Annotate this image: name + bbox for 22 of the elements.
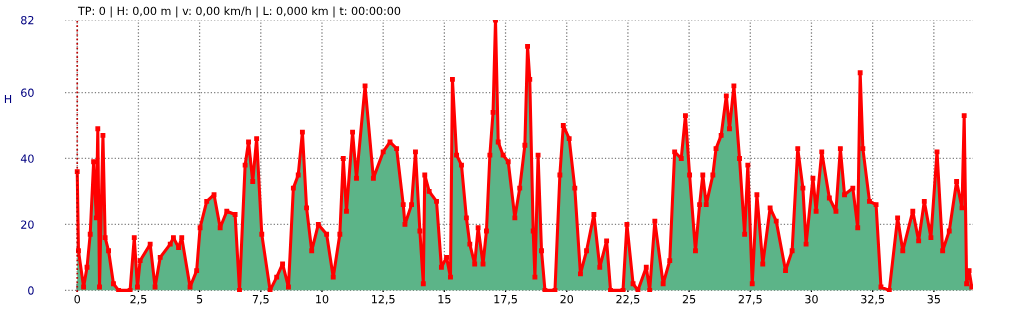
y-tick-label: 0	[28, 286, 34, 295]
x-tick-label: 30	[805, 294, 818, 304]
x-tick-label: 12,5	[372, 294, 395, 305]
x-tick-label: 0	[74, 294, 81, 304]
text: TP: 0 | H: 0,00 m | v: 0,00 km/h | L: 0,000 km | t: 00:00:00	[77, 6, 401, 18]
x-tick-label: 32,5	[861, 294, 885, 305]
x-tick-label: 25	[682, 294, 696, 304]
y-tick-label: 20	[21, 220, 34, 229]
x-tick-label: 15	[438, 295, 451, 304]
y-axis-title: H	[4, 94, 12, 104]
x-tick-label: 22,5	[616, 294, 640, 305]
x-tick-label: 10	[316, 294, 329, 304]
x-tick-label: 17,5	[494, 295, 517, 305]
x-tick-label: 27,5	[738, 294, 762, 305]
x-tick-label: 2,5	[130, 294, 147, 305]
y-tick-label: 60	[21, 88, 34, 97]
x-tick-label: 5	[196, 295, 203, 304]
x-tick-label: 35	[927, 294, 940, 304]
x-tick-label: 7,5	[252, 295, 269, 305]
y-tick-label: 82	[21, 15, 34, 25]
y-tick-label: 40	[20, 154, 34, 163]
x-tick-label: 20	[560, 294, 574, 304]
